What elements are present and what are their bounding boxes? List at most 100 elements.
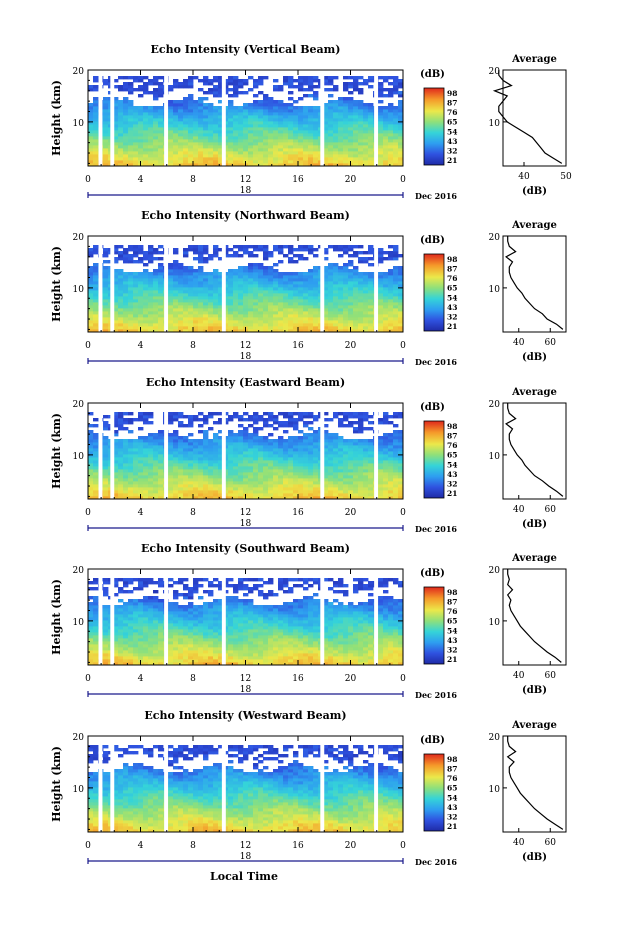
heatmap-cell [348, 302, 354, 306]
heatmap-cell [188, 245, 194, 249]
heatmap-cell [333, 311, 339, 315]
heatmap-cell [133, 442, 139, 446]
heatmap-cell [208, 151, 214, 155]
heatmap-cell [278, 127, 284, 131]
heatmap-cell [323, 487, 329, 491]
heatmap-cell [138, 157, 144, 161]
heatmap-cell [88, 103, 94, 107]
heatmap-cell [123, 457, 129, 461]
heatmap-cell [348, 151, 354, 155]
heatmap-cell [178, 281, 184, 285]
heatmap-cell [138, 448, 144, 452]
heatmap-cell [168, 106, 174, 110]
heatmap-cell [143, 317, 149, 321]
heatmap-cell [198, 490, 204, 494]
heatmap-cell [118, 475, 124, 479]
heatmap-cell [328, 284, 334, 288]
heatmap-cell [288, 466, 294, 470]
heatmap-cell [313, 478, 319, 482]
heatmap-cell [248, 142, 254, 146]
heatmap-cell [178, 269, 184, 273]
heatmap-cell [148, 329, 154, 333]
heatmap-cell [288, 323, 294, 327]
heatmap-cell [258, 317, 264, 321]
heatmap-cell [243, 305, 249, 309]
heatmap-cell [348, 115, 354, 119]
heatmap-cell [353, 287, 359, 291]
heatmap-cell [88, 475, 94, 479]
heatmap-cell [118, 323, 124, 327]
heatmap-cell [228, 457, 234, 461]
heatmap-cell [93, 278, 99, 282]
heatmap-cell [388, 415, 394, 419]
heatmap-cell [358, 496, 364, 500]
heatmap-cell [233, 281, 239, 285]
heatmap-cell [228, 100, 234, 104]
heatmap-cell [253, 106, 259, 110]
heatmap-cell [138, 248, 144, 252]
heatmap-cell [173, 272, 179, 276]
heatmap-cell [213, 139, 219, 143]
heatmap-cell [273, 275, 279, 279]
heatmap-cell [268, 314, 274, 318]
heatmap-cell [263, 439, 269, 443]
heatmap-cell [188, 133, 194, 137]
heatmap-cell [268, 466, 274, 470]
heatmap-cell [263, 272, 269, 276]
heatmap-cell [353, 463, 359, 467]
heatmap-cell [243, 412, 249, 416]
heatmap-cell [113, 472, 119, 476]
heatmap-cell [208, 302, 214, 306]
heatmap-cell [258, 296, 264, 300]
heatmap-cell [393, 130, 399, 134]
heatmap-cell [388, 109, 394, 113]
heatmap-cell [228, 415, 234, 419]
heatmap-cell [378, 157, 384, 161]
heatmap-cell [213, 269, 219, 273]
heatmap-cell [333, 88, 339, 92]
heatmap-cell [313, 106, 319, 110]
heatmap-cell [363, 109, 369, 113]
heatmap-cell [353, 323, 359, 327]
heatmap-cell [143, 439, 149, 443]
heatmap-cell [208, 317, 214, 321]
heatmap-cell [338, 127, 344, 131]
heatmap-cell [198, 275, 204, 279]
heatmap-cell [93, 320, 99, 324]
heatmap-cell [248, 323, 254, 327]
heatmap-cell [288, 472, 294, 476]
heatmap-cell [158, 266, 164, 270]
heatmap-cell [128, 290, 134, 294]
heatmap-cell [288, 142, 294, 146]
heatmap-cell [153, 308, 159, 312]
heatmap-cell [113, 284, 119, 288]
heatmap-cell [288, 451, 294, 455]
heatmap-cell [113, 109, 119, 113]
heatmap-cell [268, 448, 274, 452]
heatmap-cell [248, 106, 254, 110]
heatmap-cell [243, 317, 249, 321]
heatmap-cell [378, 136, 384, 140]
heatmap-cell [168, 454, 174, 458]
heatmap-cell [153, 124, 159, 128]
heatmap-cell [208, 320, 214, 324]
heatmap-cell [233, 118, 239, 122]
heatmap-cell [268, 475, 274, 479]
heatmap-cell [93, 115, 99, 119]
heatmap-cell [398, 439, 404, 443]
heatmap-cell [278, 275, 284, 279]
heatmap-cell [323, 145, 329, 149]
heatmap-cell [233, 484, 239, 488]
heatmap-cell [258, 157, 264, 161]
heatmap-cell [303, 314, 309, 318]
heatmap-cell [153, 311, 159, 315]
heatmap-cell [383, 415, 389, 419]
heatmap-cell [158, 121, 164, 125]
heatmap-cell [238, 433, 244, 437]
heatmap-cell [213, 115, 219, 119]
heatmap-cell [298, 151, 304, 155]
heatmap-cell [233, 82, 239, 86]
heatmap-cell [173, 136, 179, 140]
heatmap-cell [183, 290, 189, 294]
heatmap-cell [103, 103, 109, 107]
